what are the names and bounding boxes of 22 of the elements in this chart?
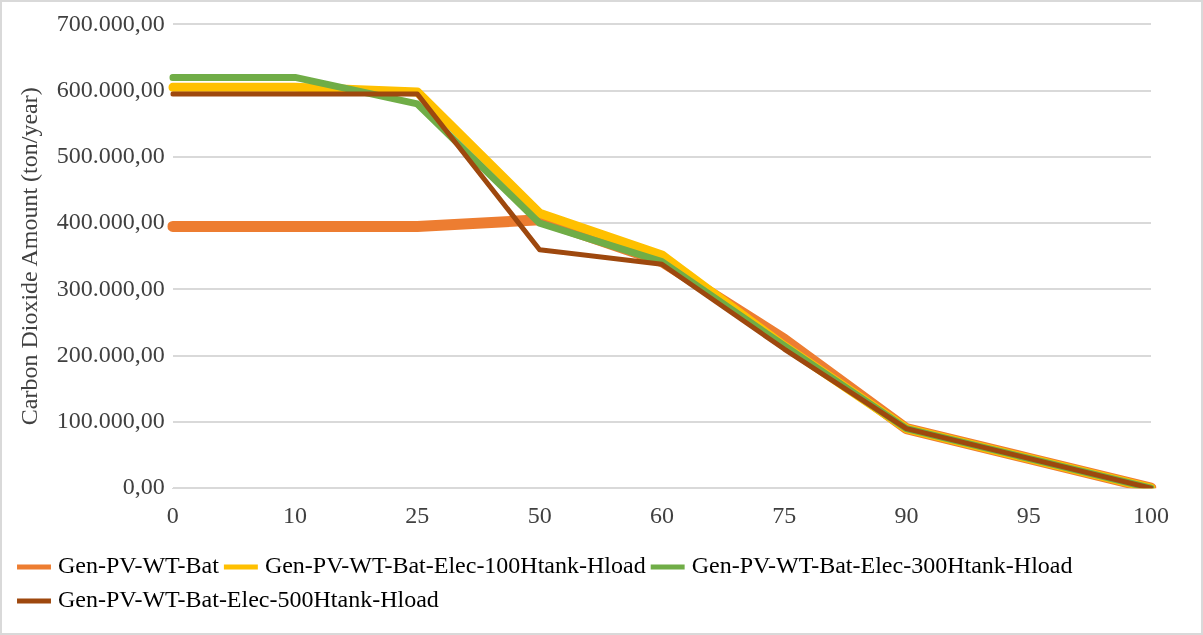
y-axis-title: Carbon Dioxide Amount (ton/year) [15, 87, 42, 426]
y-tick-label: 100.000,00 [56, 407, 165, 434]
x-tick-label: 0 [166, 501, 179, 528]
x-tick-label: 100 [1133, 501, 1169, 528]
x-tick-label: 60 [649, 501, 674, 528]
x-tick-label: 90 [894, 501, 919, 528]
x-tick-label: 10 [283, 501, 308, 528]
legend-label: Gen-PV-WT-Bat-Elec-300Htank-Hload [691, 552, 1073, 579]
y-tick-label: 0,00 [122, 473, 165, 500]
legend-label: Gen-PV-WT-Bat [58, 552, 220, 579]
x-tick-label: 75 [772, 501, 797, 528]
legend-label: Gen-PV-WT-Bat-Elec-100Htank-Hload [264, 552, 646, 579]
legend-label: Gen-PV-WT-Bat-Elec-500Htank-Hload [58, 586, 439, 613]
y-tick-label: 400.000,00 [56, 208, 165, 235]
y-tick-label: 500.000,00 [56, 142, 165, 169]
y-tick-label: 300.000,00 [56, 274, 165, 301]
x-tick-label: 50 [527, 501, 552, 528]
y-tick-label: 600.000,00 [56, 75, 165, 102]
x-tick-label: 25 [405, 501, 430, 528]
y-tick-label: 700.000,00 [56, 9, 165, 36]
y-tick-label: 200.000,00 [56, 340, 165, 367]
x-tick-label: 95 [1016, 501, 1041, 528]
